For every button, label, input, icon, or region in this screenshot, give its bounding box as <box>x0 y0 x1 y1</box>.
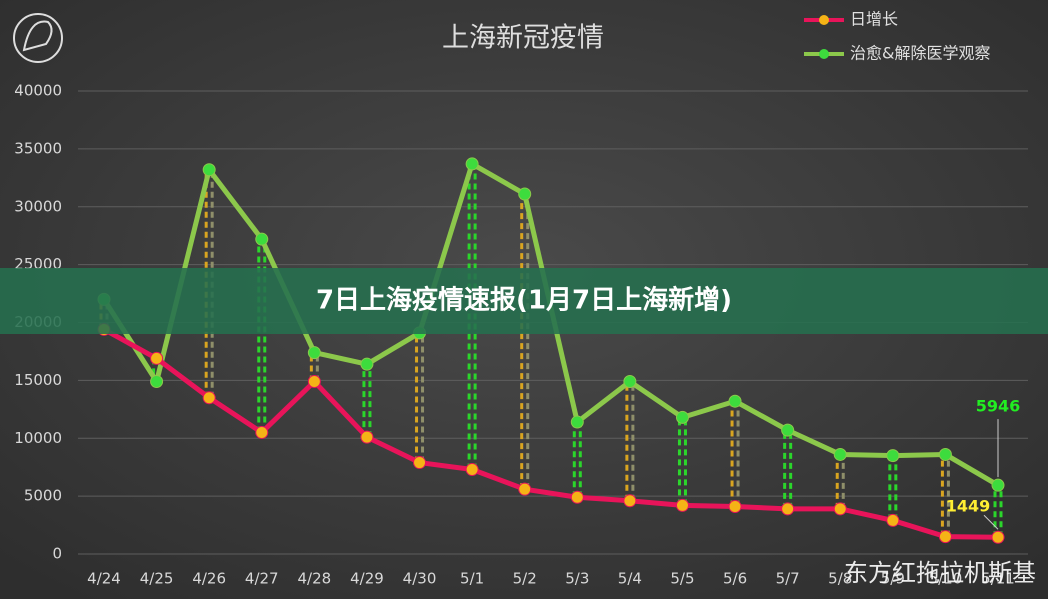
x-tick-label: 5/3 <box>565 570 589 588</box>
legend-label: 治愈&解除医学观察 <box>850 44 990 63</box>
logo <box>13 13 63 63</box>
y-tick-label: 5000 <box>24 487 62 505</box>
x-tick-label: 4/26 <box>192 570 226 588</box>
data-point <box>991 530 1005 544</box>
x-tick-label: 5/9 <box>881 570 905 588</box>
data-point <box>781 502 795 516</box>
data-point <box>202 163 216 177</box>
x-tick-label: 5/10 <box>929 570 963 588</box>
y-tick-label: 35000 <box>14 139 62 157</box>
label-leader <box>983 514 999 530</box>
banner <box>0 268 1048 334</box>
data-point <box>465 157 479 171</box>
y-tick-label: 15000 <box>14 371 62 389</box>
data-point <box>518 482 532 496</box>
data-point <box>991 478 1005 492</box>
data-point <box>886 449 900 463</box>
data-point <box>938 530 952 544</box>
series-line <box>102 327 999 540</box>
data-point <box>570 490 584 504</box>
x-tick-label: 5/2 <box>513 570 537 588</box>
data-point <box>255 232 269 246</box>
data-point <box>150 375 164 389</box>
x-tick-label: 5/7 <box>776 570 800 588</box>
x-tick-label: 4/27 <box>245 570 279 588</box>
x-tick-label: 5/6 <box>723 570 747 588</box>
data-point <box>255 425 269 439</box>
plot-area: 0500010000150002000025000300003500040000… <box>14 82 1028 588</box>
data-point <box>518 187 532 201</box>
chart-title: 上海新冠疫情 <box>442 23 604 54</box>
data-point <box>413 456 427 470</box>
x-tick-label: 4/25 <box>140 570 174 588</box>
data-point <box>623 375 637 389</box>
legend-label: 日增长 <box>850 10 898 29</box>
data-point <box>465 463 479 477</box>
legend-marker <box>819 15 829 25</box>
x-tick-label: 4/24 <box>87 570 121 588</box>
data-point <box>307 346 321 360</box>
data-point <box>360 430 374 444</box>
data-point <box>570 415 584 429</box>
x-tick-label: 5/5 <box>670 570 694 588</box>
x-tick-label: 5/11 <box>981 570 1015 588</box>
x-tick-label: 4/29 <box>350 570 384 588</box>
data-label: 5946 <box>976 397 1021 416</box>
x-tick-label: 4/28 <box>298 570 332 588</box>
legend-marker <box>819 49 829 59</box>
data-point <box>675 410 689 424</box>
data-point <box>307 375 321 389</box>
data-point <box>781 423 795 437</box>
data-point <box>728 394 742 408</box>
data-point <box>623 494 637 508</box>
data-point <box>938 447 952 461</box>
watermark: 东方红拖拉机斯基 <box>844 559 1036 587</box>
data-point <box>833 502 847 516</box>
banner-text: 7日上海疫情速报(1月7日上海新增) <box>316 285 732 316</box>
data-point <box>360 357 374 371</box>
y-tick-label: 0 <box>52 545 62 563</box>
y-tick-label: 30000 <box>14 197 62 215</box>
x-tick-label: 5/8 <box>828 570 852 588</box>
data-point <box>150 351 164 365</box>
data-point <box>728 500 742 514</box>
data-label: 1449 <box>946 497 991 516</box>
data-point <box>833 447 847 461</box>
y-tick-label: 10000 <box>14 429 62 447</box>
data-point <box>202 391 216 405</box>
x-tick-label: 4/30 <box>403 570 437 588</box>
x-tick-label: 5/1 <box>460 570 484 588</box>
y-tick-label: 40000 <box>14 82 62 100</box>
data-point <box>886 513 900 527</box>
x-tick-label: 5/4 <box>618 570 642 588</box>
data-point <box>675 498 689 512</box>
